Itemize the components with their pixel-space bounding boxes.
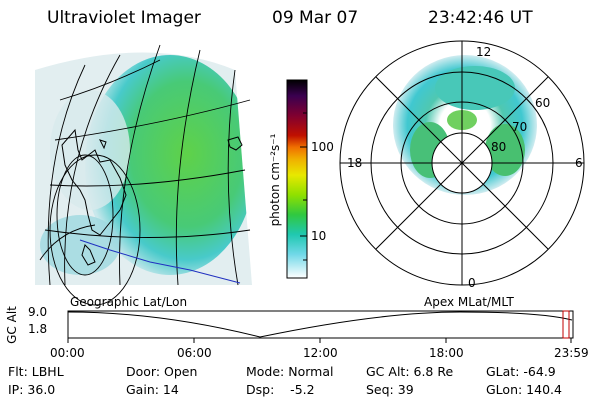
lat-label-60: 60 — [535, 96, 551, 110]
lat-label-70: 70 — [512, 120, 528, 134]
info-dsp: Dsp: -5.2 — [246, 382, 315, 397]
altitude-xtick-1: 06:00 — [177, 346, 212, 360]
info-gc-alt: GC Alt: 6.8 Re — [366, 364, 454, 379]
time-label: 23:42:46 UT — [428, 8, 533, 28]
info-flt: Flt: LBHL — [8, 364, 64, 379]
altitude-xtick-0: 00:00 — [50, 346, 85, 360]
colorbar-tick-100: 100 — [311, 140, 334, 154]
altitude-ytick-9: 9.0 — [28, 305, 48, 319]
apex-label: Apex MLat/MLT — [424, 295, 514, 309]
altitude-xtick-2: 12:00 — [303, 346, 338, 360]
info-seq: Seq: 39 — [366, 382, 414, 397]
lat-label-80: 80 — [491, 140, 507, 154]
geographic-label: Geographic Lat/Lon — [70, 295, 188, 309]
polar-plot — [339, 40, 585, 286]
info-door: Door: Open — [126, 364, 198, 379]
colorbar-tick-10: 10 — [311, 229, 327, 243]
info-mode: Mode: Normal — [246, 364, 334, 379]
mlt-label-18: 18 — [347, 156, 363, 170]
geographic-map — [35, 44, 252, 306]
altitude-ytick-1-8: 1.8 — [28, 322, 48, 336]
altitude-ylabel: GC Alt — [5, 306, 19, 344]
info-glon: GLon: 140.4 — [486, 382, 562, 397]
mlt-label-0: 0 — [468, 276, 476, 290]
info-glat: GLat: -64.9 — [486, 364, 556, 379]
date-label: 09 Mar 07 — [272, 8, 359, 28]
info-ip: IP: 36.0 — [8, 382, 56, 397]
mlt-label-6: 6 — [575, 156, 583, 170]
altitude-xtick-3: 18:00 — [429, 346, 464, 360]
altitude-xtick-4: 23:59 — [554, 346, 589, 360]
colorbar-unit-label: photon cm⁻²s⁻¹ — [268, 133, 282, 227]
altitude-plot — [67, 310, 574, 343]
info-gain: Gain: 14 — [126, 382, 179, 397]
instrument-title: Ultraviolet Imager — [47, 8, 201, 28]
mlt-label-12: 12 — [476, 45, 492, 59]
colorbar — [286, 79, 308, 279]
